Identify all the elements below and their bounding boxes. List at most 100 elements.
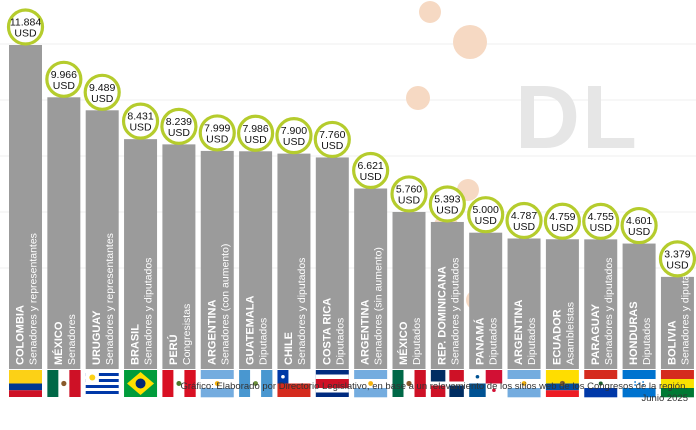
value-label: 9.489 [89, 82, 115, 94]
watermark-dot-1 [453, 25, 487, 59]
country-label: MÉXICO [397, 321, 410, 365]
flag-part [184, 370, 196, 397]
flag-part [261, 370, 273, 397]
bar [545, 239, 579, 369]
bar [162, 144, 196, 369]
bar [315, 157, 349, 369]
country-label: PARAGUAY [590, 303, 602, 365]
flag-part [660, 388, 694, 398]
value-bubble [160, 107, 198, 145]
chamber-label: Senadores y diputados [679, 258, 691, 365]
value-bubble [83, 73, 121, 111]
flag-globe [135, 378, 146, 389]
value-bubble [428, 185, 466, 223]
flag-argentina [354, 370, 388, 398]
flag-part [354, 388, 388, 398]
flag-part [414, 370, 426, 397]
value-unit: USD [14, 28, 37, 40]
value-label: 4.601 [626, 215, 652, 227]
flag-part [239, 370, 251, 397]
flag-sun [368, 381, 374, 386]
flag-emblem [176, 381, 182, 386]
bar-label: ARGENTINASenadores (sin aumento) [360, 247, 385, 365]
chamber-label: Senadores (sin aumento) [373, 247, 385, 365]
flag-part [622, 388, 656, 398]
bar [200, 150, 234, 369]
bar [9, 45, 42, 369]
bar [392, 211, 426, 369]
bar-label: PERÚCongresistas [167, 304, 193, 365]
value-label: 7.999 [204, 122, 230, 134]
flag-star [281, 374, 285, 379]
flag-emblem [559, 380, 566, 387]
bar-label: PARAGUAYSenadores y diputados [590, 258, 615, 365]
value-bubble [198, 114, 236, 152]
chamber-label: Senadores y diputados [143, 258, 155, 365]
flag-part [85, 388, 119, 392]
chamber-label: Senadores y diputados [296, 258, 308, 365]
flag-part [85, 382, 119, 386]
flag-part [277, 383, 311, 397]
bar [622, 243, 656, 369]
bar [124, 139, 158, 369]
flag-costarica [315, 370, 349, 397]
value-label: 4.759 [549, 211, 575, 223]
flag-star [475, 374, 480, 379]
value-bubble [275, 117, 313, 155]
flag-part [200, 370, 234, 380]
bar-group: URUGUAYSenadores y representantes 9.489US… [83, 73, 121, 398]
bar [584, 239, 618, 369]
value-bubble [352, 151, 390, 190]
value-bubble [543, 202, 582, 240]
flag-mexico [392, 370, 426, 397]
chamber-label: Diputados [411, 318, 423, 365]
flag-part [545, 390, 579, 397]
flag-part [85, 370, 119, 374]
flag-part [584, 370, 618, 380]
value-unit: USD [283, 136, 306, 148]
bar-label: URUGUAYSenadores y representantes [91, 233, 116, 365]
chamber-label: Diputados [488, 318, 500, 365]
bar-label: COSTA RICADiputados [321, 298, 346, 365]
chamber-label: Senadores y diputados [449, 258, 461, 365]
flag-part [584, 388, 618, 398]
flag-part [85, 379, 119, 383]
bar-label: CHILESenadores y diputados [283, 258, 308, 365]
flag-part [660, 370, 694, 380]
value-label: 6.621 [358, 160, 384, 172]
bar-label: ECUADORAsambleístas [551, 302, 576, 365]
value-bubble [582, 202, 620, 240]
bar [469, 232, 503, 369]
bar-group: COLOMBIASenadores y representantes 11.884… [6, 8, 45, 397]
flag-emblem [61, 380, 67, 387]
flag-part [162, 370, 174, 397]
value-unit: USD [436, 204, 459, 216]
flag-dominicana [430, 370, 464, 397]
flag-star [638, 382, 640, 385]
flag-emblem [253, 381, 258, 386]
bar-label: MÉXICOSenadores [52, 314, 78, 365]
flag-sun [89, 374, 96, 381]
country-label: COLOMBIA [15, 305, 27, 365]
chamber-label: Congresistas [181, 304, 193, 365]
bar [430, 221, 464, 369]
flag-part [85, 391, 119, 395]
bar-label: ARGENTINADiputados [513, 300, 538, 365]
country-label: CHILE [283, 332, 295, 365]
flag-part [85, 376, 119, 380]
watermark-dot-2 [406, 86, 430, 110]
bars: COLOMBIASenadores y representantes11.884… [6, 8, 696, 398]
flag-star [634, 384, 636, 386]
flag-ecuador [545, 370, 579, 397]
flag-part [9, 390, 42, 397]
flag-panama [469, 370, 503, 397]
flag-part [449, 370, 464, 382]
flag-part [430, 370, 446, 382]
